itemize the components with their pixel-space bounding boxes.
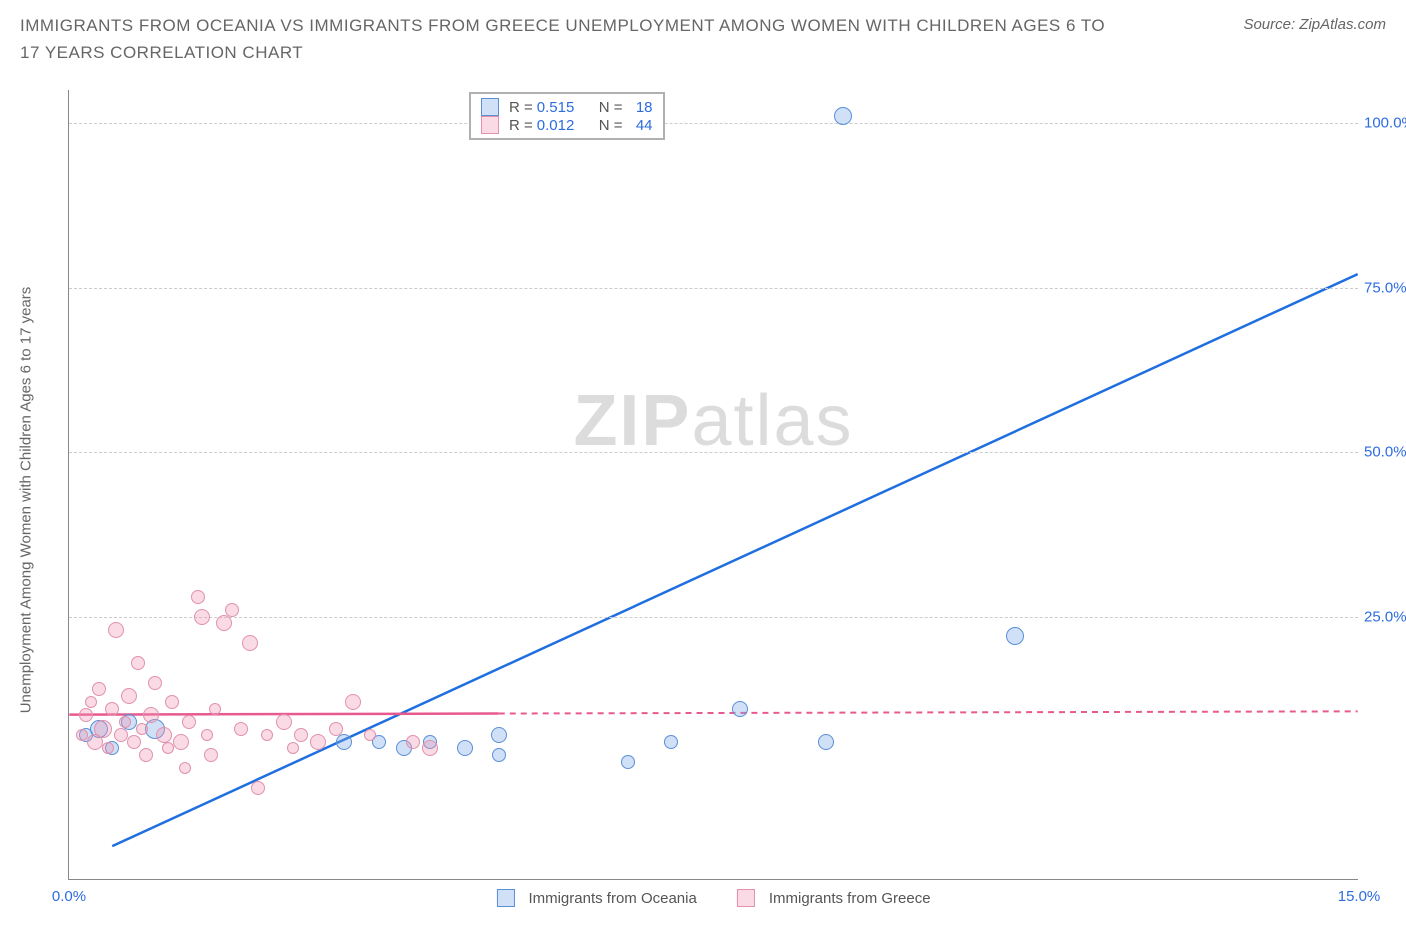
gridline <box>69 123 1358 124</box>
watermark: ZIPatlas <box>573 380 853 462</box>
legend-row: R =0.515N =18 <box>481 98 653 116</box>
data-point <box>818 734 834 750</box>
data-point <box>143 707 159 723</box>
data-point <box>732 701 748 717</box>
correlation-legend: R =0.515N =18R =0.012N =44 <box>469 92 665 140</box>
data-point <box>136 723 148 735</box>
chart-title: IMMIGRANTS FROM OCEANIA VS IMMIGRANTS FR… <box>20 12 1120 66</box>
data-point <box>105 702 119 716</box>
trend-lines <box>69 90 1358 879</box>
data-point <box>156 727 172 743</box>
data-point <box>139 748 153 762</box>
legend-swatch <box>737 889 755 907</box>
data-point <box>287 742 299 754</box>
gridline <box>69 288 1358 289</box>
source-label: Source: ZipAtlas.com <box>1243 16 1386 33</box>
data-point <box>336 734 352 750</box>
data-point <box>261 729 273 741</box>
data-point <box>294 728 308 742</box>
data-point <box>108 622 124 638</box>
data-point <box>148 676 162 690</box>
data-point <box>182 715 196 729</box>
data-point <box>406 735 420 749</box>
data-point <box>621 755 635 769</box>
legend-swatch <box>481 116 499 134</box>
data-point <box>121 688 137 704</box>
data-point <box>165 695 179 709</box>
data-point <box>492 748 506 762</box>
data-point <box>834 107 852 125</box>
data-point <box>491 727 507 743</box>
data-point <box>114 728 128 742</box>
data-point <box>79 708 93 722</box>
gridline <box>69 452 1358 453</box>
data-point <box>85 696 97 708</box>
data-point <box>209 703 221 715</box>
data-point <box>102 742 114 754</box>
plot-area: ZIPatlas R =0.515N =18R =0.012N =44 Immi… <box>68 90 1358 880</box>
chart-container: Unemployment Among Women with Children A… <box>44 90 1384 910</box>
data-point <box>345 694 361 710</box>
y-axis-label: Unemployment Among Women with Children A… <box>18 287 35 714</box>
x-tick-label: 15.0% <box>1338 888 1381 905</box>
data-point <box>242 635 258 651</box>
y-tick-label: 25.0% <box>1364 608 1406 625</box>
data-point <box>216 615 232 631</box>
data-point <box>276 714 292 730</box>
data-point <box>422 740 438 756</box>
data-point <box>94 720 112 738</box>
series-legend: Immigrants from Oceania Immigrants from G… <box>496 889 930 907</box>
data-point <box>92 682 106 696</box>
data-point <box>127 735 141 749</box>
data-point <box>201 729 213 741</box>
data-point <box>173 734 189 750</box>
y-tick-label: 100.0% <box>1364 114 1406 131</box>
gridline <box>69 617 1358 618</box>
data-point <box>364 729 376 741</box>
data-point <box>664 735 678 749</box>
legend-item: Immigrants from Oceania <box>496 889 696 907</box>
data-point <box>225 603 239 617</box>
data-point <box>194 609 210 625</box>
legend-swatch <box>481 98 499 116</box>
legend-swatch <box>496 889 514 907</box>
data-point <box>1006 627 1024 645</box>
y-tick-label: 75.0% <box>1364 279 1406 296</box>
data-point <box>179 762 191 774</box>
data-point <box>204 748 218 762</box>
data-point <box>119 716 131 728</box>
data-point <box>234 722 248 736</box>
data-point <box>310 734 326 750</box>
y-tick-label: 50.0% <box>1364 444 1406 461</box>
data-point <box>251 781 265 795</box>
x-tick-label: 0.0% <box>52 888 86 905</box>
legend-row: R =0.012N =44 <box>481 116 653 134</box>
data-point <box>131 656 145 670</box>
data-point <box>191 590 205 604</box>
data-point <box>162 742 174 754</box>
legend-item: Immigrants from Greece <box>737 889 931 907</box>
data-point <box>329 722 343 736</box>
data-point <box>457 740 473 756</box>
